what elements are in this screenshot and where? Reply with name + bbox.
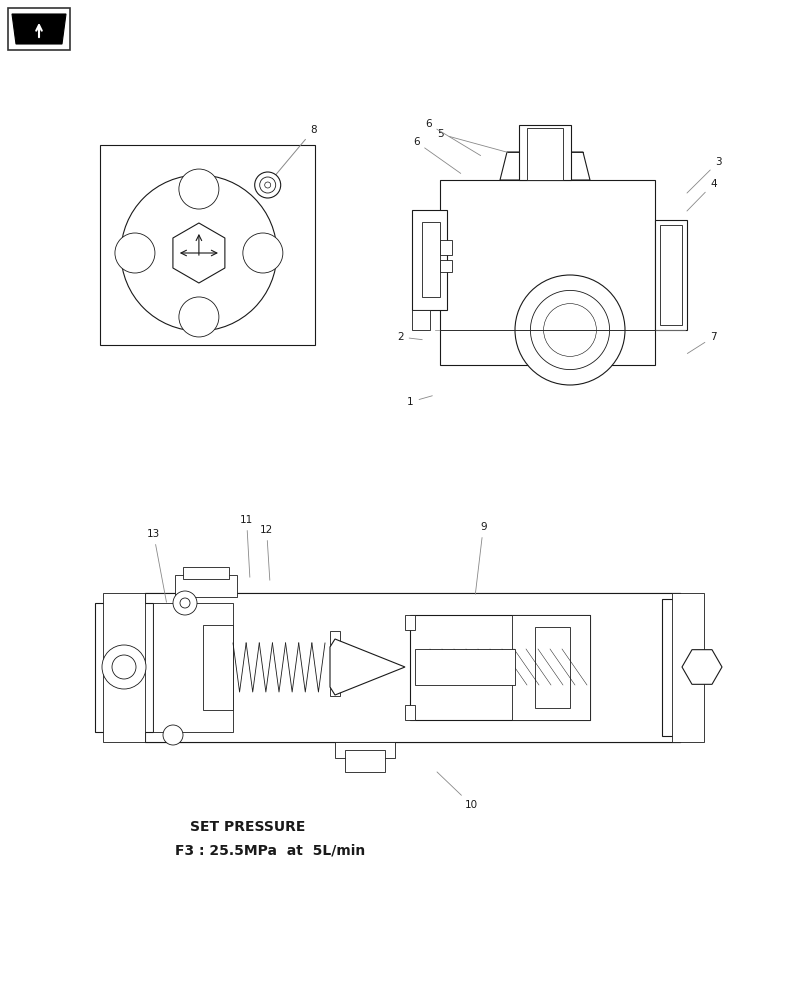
Circle shape	[163, 725, 182, 745]
Polygon shape	[500, 152, 590, 180]
Text: 12: 12	[260, 525, 273, 580]
Circle shape	[530, 290, 609, 370]
Text: 13: 13	[147, 529, 166, 602]
Polygon shape	[329, 639, 405, 695]
Bar	[422, 222, 440, 297]
Text: 2: 2	[397, 332, 422, 342]
Bar	[440, 180, 654, 365]
Bar	[329, 679, 340, 696]
Bar	[659, 225, 681, 325]
Bar	[512, 615, 590, 720]
Bar	[203, 625, 233, 710]
Bar	[672, 593, 703, 742]
Bar	[526, 128, 562, 180]
Bar	[405, 705, 414, 720]
Bar	[335, 742, 394, 758]
Bar	[410, 615, 590, 720]
Polygon shape	[681, 650, 721, 684]
Bar	[654, 220, 686, 330]
Circle shape	[264, 182, 270, 188]
Polygon shape	[12, 14, 66, 44]
Text: 6: 6	[413, 137, 460, 173]
Bar	[405, 615, 414, 630]
Circle shape	[178, 169, 219, 209]
Circle shape	[102, 645, 146, 689]
Bar	[95, 603, 152, 732]
Bar	[103, 593, 145, 742]
Text: 8: 8	[271, 125, 316, 180]
Bar	[100, 145, 315, 345]
Text: 5: 5	[436, 129, 507, 152]
Bar	[411, 310, 430, 330]
Text: 7: 7	[686, 332, 716, 354]
Circle shape	[180, 598, 190, 608]
Circle shape	[178, 297, 219, 337]
Bar	[8, 8, 70, 50]
Polygon shape	[173, 223, 225, 283]
Circle shape	[115, 233, 155, 273]
Bar	[145, 593, 679, 742]
Bar	[414, 649, 514, 685]
Bar	[440, 240, 452, 255]
Text: 10: 10	[436, 772, 478, 810]
Bar	[152, 603, 233, 732]
Bar	[518, 125, 570, 180]
Circle shape	[255, 172, 281, 198]
Text: 6: 6	[424, 119, 480, 156]
Circle shape	[543, 304, 595, 356]
Text: 3: 3	[686, 157, 721, 193]
Bar	[440, 260, 452, 272]
Text: SET PRESSURE: SET PRESSURE	[190, 820, 305, 834]
Circle shape	[514, 275, 624, 385]
Text: 1: 1	[406, 396, 431, 407]
Circle shape	[173, 591, 197, 615]
Bar	[534, 627, 569, 708]
Bar	[411, 210, 446, 310]
Text: F3 : 25.5MPa  at  5L/min: F3 : 25.5MPa at 5L/min	[175, 843, 365, 857]
Circle shape	[121, 175, 277, 331]
Bar	[175, 575, 237, 597]
Text: 11: 11	[240, 515, 253, 577]
Text: 9: 9	[474, 522, 486, 594]
Bar	[345, 750, 384, 772]
Bar	[661, 599, 702, 736]
Circle shape	[112, 655, 135, 679]
Text: 4: 4	[686, 179, 716, 211]
Bar	[182, 567, 229, 579]
Circle shape	[242, 233, 282, 273]
Bar	[329, 631, 340, 655]
Circle shape	[260, 177, 276, 193]
